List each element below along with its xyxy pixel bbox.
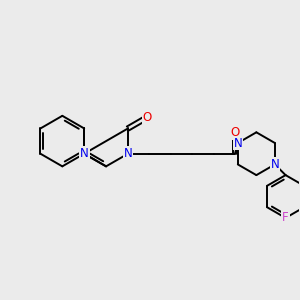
Text: N: N: [80, 147, 88, 160]
Text: F: F: [282, 212, 289, 224]
Text: O: O: [230, 126, 240, 139]
Text: N: N: [233, 136, 242, 149]
Text: O: O: [142, 111, 152, 124]
Text: N: N: [124, 147, 132, 160]
Text: N: N: [271, 158, 279, 171]
